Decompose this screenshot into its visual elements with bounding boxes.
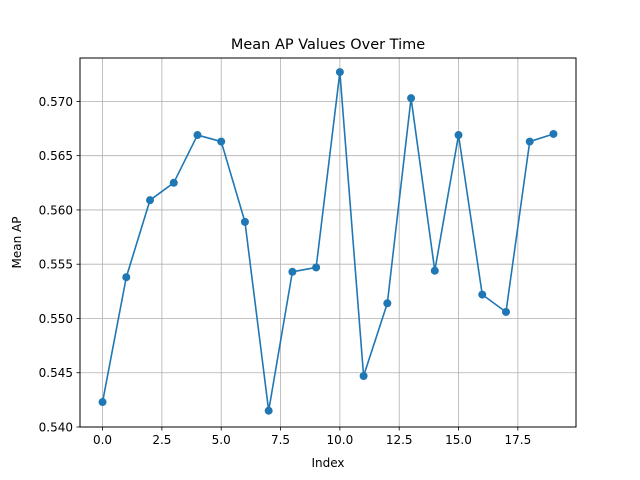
plot-frame [79, 57, 577, 428]
y-tick-label: 0.545 [39, 366, 73, 380]
data-point [288, 267, 297, 276]
x-tick-label: 2.5 [152, 433, 171, 447]
data-point [454, 131, 463, 140]
x-tick-label: 12.5 [386, 433, 413, 447]
chart-title: Mean AP Values Over Time [231, 37, 425, 53]
data-point [501, 307, 510, 316]
y-tick-label: 0.560 [39, 203, 73, 217]
data-point [312, 263, 321, 272]
y-axis-label: Mean AP [10, 217, 24, 269]
data-series [98, 68, 558, 415]
data-point [169, 178, 178, 187]
y-tick-label: 0.565 [39, 149, 73, 163]
x-axis-label: Index [311, 456, 344, 470]
data-point [98, 398, 107, 407]
x-tick-label: 0.0 [93, 433, 112, 447]
data-point [525, 137, 534, 146]
data-point [335, 68, 344, 77]
data-point [359, 371, 368, 380]
data-point [240, 217, 249, 226]
y-tick-label: 0.540 [39, 421, 73, 435]
data-point [264, 406, 273, 415]
data-point [217, 137, 226, 146]
axis-ticks: 0.0 2.5 5.0 7.5 10.0 12.5 15.0 17.5 0.540 0.545 0.… [39, 95, 532, 447]
x-tick-label: 10.0 [327, 433, 354, 447]
data-point [146, 196, 155, 205]
series-line [101, 71, 554, 412]
data-point [193, 131, 202, 140]
data-point [430, 266, 439, 275]
x-tick-label: 7.5 [271, 433, 290, 447]
x-tick-label: 17.5 [504, 433, 531, 447]
data-point [549, 129, 558, 138]
x-tick-label: 5.0 [212, 433, 231, 447]
data-point [478, 290, 487, 299]
y-tick-label: 0.570 [39, 95, 73, 109]
data-point [383, 299, 392, 308]
data-point [122, 273, 131, 282]
data-point [407, 94, 416, 103]
x-tick-label: 15.0 [445, 433, 472, 447]
y-tick-label: 0.555 [39, 258, 73, 272]
y-tick-label: 0.550 [39, 312, 73, 326]
